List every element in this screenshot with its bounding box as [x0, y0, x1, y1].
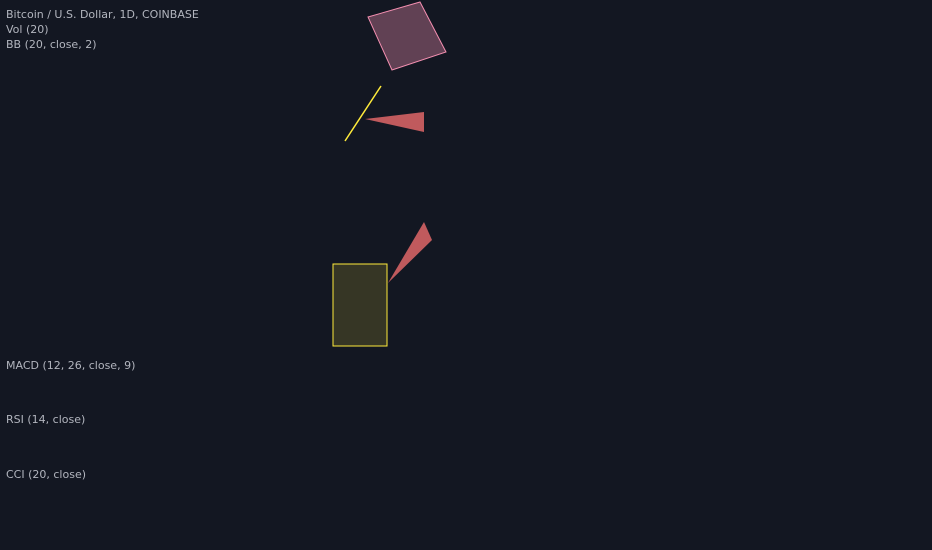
callout-tail: [388, 222, 432, 283]
trend-line: [344, 85, 382, 142]
rsi-label: RSI (14, close): [6, 413, 85, 426]
macd-label: MACD (12, 26, close, 9): [6, 359, 135, 372]
chart-title: Bitcoin / U.S. Dollar, 1D, COINBASE: [6, 8, 199, 21]
volume-highlight: [332, 263, 388, 347]
rectangle-drawing: [367, 1, 447, 71]
volume-label: Vol (20): [6, 23, 49, 36]
callout-tail: [365, 112, 424, 132]
bb-label: BB (20, close, 2): [6, 38, 97, 51]
cci-label: CCI (20, close): [6, 468, 86, 481]
